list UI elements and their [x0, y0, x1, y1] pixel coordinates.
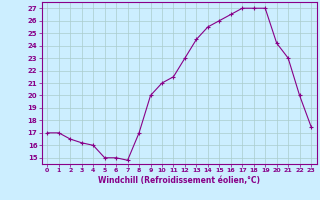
X-axis label: Windchill (Refroidissement éolien,°C): Windchill (Refroidissement éolien,°C) [98, 176, 260, 185]
